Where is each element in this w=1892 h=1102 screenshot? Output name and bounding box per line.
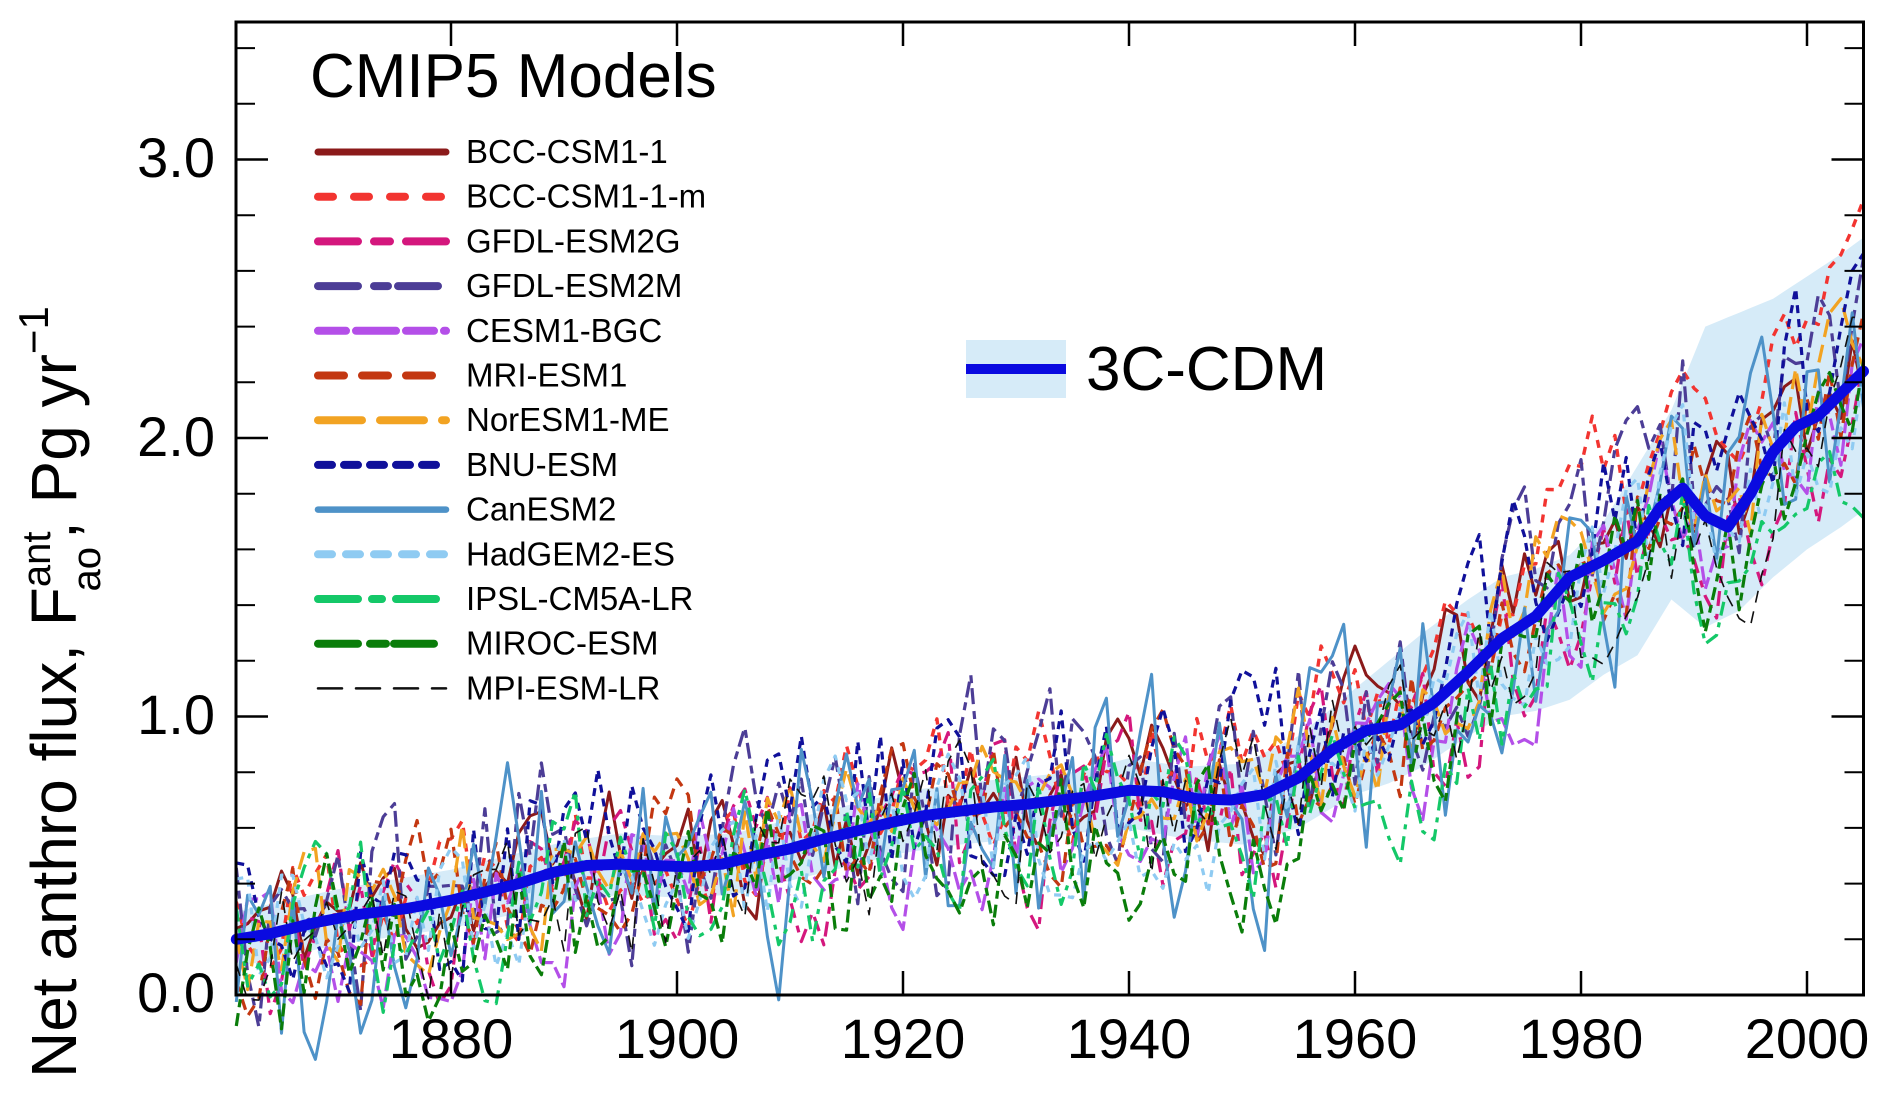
- x-tick-label: 1900: [615, 1007, 740, 1070]
- legend-label: BNU-ESM: [466, 446, 618, 483]
- x-tick-label: 1920: [841, 1007, 966, 1070]
- plot-frame: [234, 20, 1865, 997]
- legend-labels: BCC-CSM1-1 BCC-CSM1-1-m GFDL-ESM2G GFDL-…: [466, 133, 706, 706]
- cdm-line: [230, 365, 1869, 945]
- y-axis-title-exponent: −1: [10, 306, 57, 354]
- legend-label: MIROC-ESM: [466, 625, 659, 662]
- y-tick-label: 0.0: [137, 961, 215, 1024]
- legend-label: HadGEM2-ES: [466, 535, 675, 572]
- legend-title: CMIP5 Models: [310, 42, 717, 111]
- y-tick-label: 3.0: [137, 126, 215, 189]
- x-tick-label: 1880: [389, 1007, 514, 1070]
- model-line-CanESM2: [234, 311, 1865, 1061]
- legend-label: IPSL-CM5A-LR: [466, 580, 693, 617]
- legend-label: BCC-CSM1-1: [466, 133, 668, 170]
- y-axis-title-prefix: Net anthro flux, F: [18, 587, 90, 1078]
- y-axis-title-subscript: ao: [65, 547, 109, 592]
- legend-label: CanESM2: [466, 491, 616, 528]
- x-tick-label: 1940: [1067, 1007, 1192, 1070]
- legend-label: CESM1-BGC: [466, 312, 662, 349]
- x-tick-label: 2000: [1745, 1007, 1870, 1070]
- legend-samples-layer: [314, 148, 1066, 690]
- x-tick-label: 1960: [1293, 1007, 1418, 1070]
- model-line-BNU-ESM: [235, 252, 1865, 994]
- model-line-MPI-ESM-LR: [235, 315, 1864, 1001]
- y-axis-title-units: , Pg yr: [18, 354, 90, 539]
- model-line-GFDL-ESM2M: [234, 257, 1866, 1029]
- legend-label: MRI-ESM1: [466, 357, 627, 394]
- legend-label: NorESM1-ME: [466, 401, 670, 438]
- axes-frame-layer: [234, 20, 1865, 997]
- model-line-MRI-ESM1: [234, 312, 1866, 1018]
- cdm-line-layer: [230, 365, 1869, 945]
- legend-label: MPI-ESM-LR: [466, 669, 660, 706]
- model-line-IPSL-CM5A-LR: [234, 450, 1865, 1015]
- model-lines-layer: [234, 199, 1866, 1061]
- y-tick-label: 2.0: [137, 405, 215, 468]
- y-axis-title-superscript: ant: [15, 532, 59, 588]
- legend-label: BCC-CSM1-1-m: [466, 178, 706, 215]
- y-axis-title: Net anthro flux, Fant ao , Pg yr−1: [10, 306, 109, 1078]
- y-tick-label: 1.0: [137, 683, 215, 746]
- x-tick-label: 1980: [1519, 1007, 1644, 1070]
- legend-label: GFDL-ESM2M: [466, 267, 682, 304]
- legend-label: GFDL-ESM2G: [466, 222, 681, 259]
- cdm-legend-label: 3C-CDM: [1086, 335, 1327, 404]
